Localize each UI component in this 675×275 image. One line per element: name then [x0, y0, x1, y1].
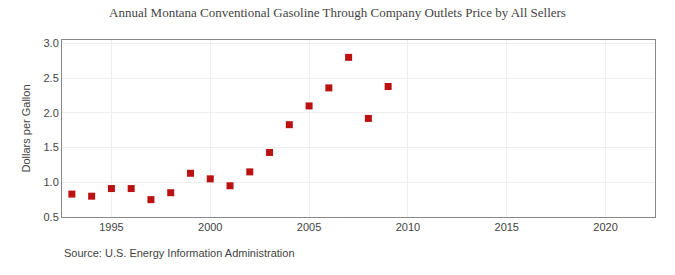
svg-text:0.5: 0.5: [44, 211, 59, 223]
svg-text:2010: 2010: [396, 221, 420, 233]
svg-text:1.5: 1.5: [44, 141, 59, 153]
svg-text:Dollars per Gallon: Dollars per Gallon: [20, 84, 32, 172]
svg-text:2000: 2000: [198, 221, 222, 233]
svg-text:1995: 1995: [99, 221, 123, 233]
svg-text:1.0: 1.0: [44, 176, 59, 188]
svg-text:2005: 2005: [297, 221, 321, 233]
svg-text:Annual Montana Conventional Ga: Annual Montana Conventional Gasoline Thr…: [109, 5, 566, 20]
svg-text:2020: 2020: [593, 221, 617, 233]
svg-text:2015: 2015: [495, 221, 519, 233]
svg-text:2.5: 2.5: [44, 72, 59, 84]
svg-text:Source: U.S. Energy Informatio: Source: U.S. Energy Information Administ…: [64, 247, 295, 259]
svg-text:2.0: 2.0: [44, 107, 59, 119]
svg-text:3.0: 3.0: [44, 37, 59, 49]
